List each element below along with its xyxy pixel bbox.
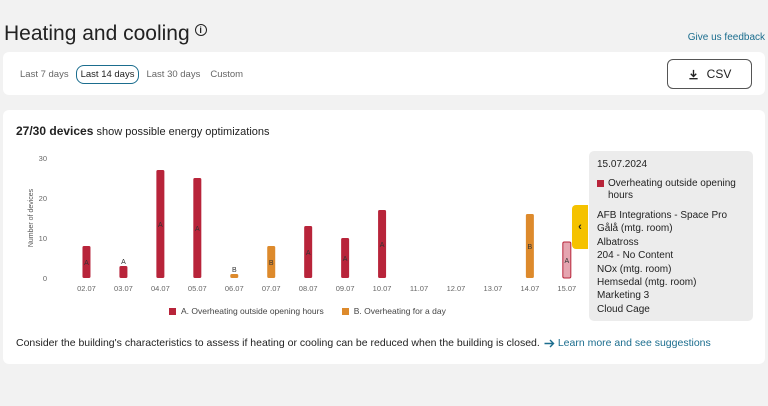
y-tick-label: 0: [43, 274, 47, 283]
y-tick-label: 20: [39, 194, 47, 203]
download-icon: [689, 69, 698, 79]
bar-a-09.07[interactable]: [341, 238, 350, 278]
bar-label: A: [84, 260, 89, 267]
collapse-panel-button[interactable]: ‹: [572, 205, 588, 249]
toolbar: Last 7 days Last 14 days Last 30 days Cu…: [3, 52, 765, 95]
bar-label: B: [528, 244, 533, 251]
summary-text: show possible energy optimizations: [96, 126, 270, 138]
legend-swatch-b: [341, 307, 349, 315]
x-tick-label: 07.07: [262, 284, 281, 293]
footer-note: Consider the building's characteristics …: [16, 337, 711, 349]
y-axis-title: Number of devices: [28, 188, 35, 247]
bar-a-15.07[interactable]: [562, 241, 572, 279]
bar-a-05.07[interactable]: [193, 178, 202, 278]
x-tick-label: 05.07: [188, 284, 207, 293]
x-tick-label: 09.07: [336, 284, 355, 293]
footer-note-text: Consider the building's characteristics …: [16, 337, 540, 349]
legend-swatch-a: [169, 307, 176, 315]
panel-device-item: Marketing 3: [597, 290, 650, 302]
bar-label: A: [564, 258, 569, 265]
x-tick-label: 11.07: [410, 284, 428, 293]
bar-label: A: [306, 250, 311, 257]
tab-last-14-days[interactable]: Last 14 days: [75, 65, 140, 84]
csv-download-button[interactable]: CSV: [667, 59, 752, 89]
bar-a-08.07[interactable]: [304, 226, 313, 278]
x-tick-label: 02.07: [77, 284, 96, 293]
tab-last-30-days[interactable]: Last 30 days: [146, 69, 201, 80]
page-title: Heating and cooling i: [4, 22, 207, 46]
summary-headline: 27/30 devices show possible energy optim…: [16, 124, 270, 138]
panel-date: 15.07.2024: [597, 159, 648, 170]
chart-legend: A. Overheating outside opening hours B. …: [169, 306, 446, 316]
bar-a-04.07[interactable]: [156, 170, 165, 278]
x-tick-label: 06.07: [225, 284, 244, 293]
bar-label: B: [232, 267, 237, 274]
legend-label-b: B. Overheating for a day: [353, 306, 446, 316]
x-tick-label: 08.07: [299, 284, 318, 293]
legend-item-a[interactable]: A. Overheating outside opening hours: [169, 306, 324, 316]
bars: A A A A B B A A A B A: [82, 170, 572, 279]
tab-last-7-days[interactable]: Last 7 days: [20, 69, 69, 80]
x-tick-label: 15.07: [557, 284, 576, 293]
bar-label: A: [158, 222, 163, 229]
legend-label-a: A. Overheating outside opening hours: [181, 306, 324, 316]
bar-label: A: [121, 259, 126, 266]
feedback-link[interactable]: Give us feedback: [687, 32, 765, 43]
chart-card: 27/30 devices show possible energy optim…: [3, 110, 765, 364]
tab-custom[interactable]: Custom: [210, 69, 244, 80]
bar-label: A: [195, 226, 200, 233]
panel-device-item: Gålå (mtg. room): [597, 223, 673, 235]
panel-series: Overheating outside opening hours: [597, 178, 745, 202]
info-icon[interactable]: i: [194, 24, 207, 36]
learn-more-text: Learn more and see suggestions: [557, 337, 711, 349]
x-tick-label: 03.07: [114, 284, 133, 293]
x-tick-label: 04.07: [151, 284, 170, 293]
y-tick-label: 30: [39, 154, 47, 163]
page-title-text: Heating and cooling: [4, 22, 190, 45]
bar-chart: Number of devices 0 10 20 30 A A A A B B A A A B A 02.…: [28, 154, 576, 293]
panel-device-item: 204 - No Content: [597, 250, 674, 262]
legend-item-b[interactable]: B. Overheating for a day: [341, 306, 446, 316]
bar-a-02.07[interactable]: [82, 246, 91, 278]
bar-a-03.07[interactable]: [119, 266, 128, 278]
panel-series-label: Overheating outside opening hours: [608, 178, 736, 201]
bar-b-06.07[interactable]: [230, 274, 239, 278]
bar-label: A: [380, 242, 385, 249]
bar-label: B: [269, 260, 274, 267]
arrow-right-icon: [544, 339, 555, 347]
range-tabs: Last 7 days Last 14 days Last 30 days Cu…: [17, 65, 246, 84]
panel-series-swatch: [597, 180, 604, 187]
panel-device-item: NOx (mtg. room): [597, 263, 672, 275]
bar-b-07.07[interactable]: [267, 246, 276, 278]
bar-label: A: [343, 256, 348, 263]
bar-a-10.07[interactable]: [378, 210, 387, 278]
panel-device-item: AFB Integrations - Space Pro: [597, 210, 728, 221]
device-count: 27/30 devices: [16, 124, 94, 138]
panel-device-list: AFB Integrations - Space Pro Gålå (mtg. r…: [597, 209, 745, 316]
learn-more-link[interactable]: Learn more and see suggestions: [544, 337, 711, 349]
x-tick-label: 13.07: [484, 284, 503, 293]
y-tick-label: 10: [39, 234, 47, 243]
bar-b-14.07[interactable]: [525, 214, 534, 278]
y-axis: Number of devices 0 10 20 30: [28, 154, 47, 283]
x-tick-label: 12.07: [447, 284, 466, 293]
csv-label: CSV: [706, 67, 732, 81]
x-tick-label: 14.07: [520, 284, 539, 293]
panel-device-item: Cloud Cage: [597, 303, 650, 315]
x-axis: 02.07 03.07 04.07 05.07 06.07 07.07 08.07 09.07…: [77, 284, 576, 293]
chevron-left-icon: ‹: [578, 221, 582, 233]
x-tick-label: 10.07: [373, 284, 392, 293]
panel-device-item: Albatross: [597, 236, 639, 248]
panel-device-item: Hemsedal (mtg. room): [597, 277, 697, 289]
detail-panel: 15.07.2024 Overheating outside opening h…: [589, 151, 753, 321]
